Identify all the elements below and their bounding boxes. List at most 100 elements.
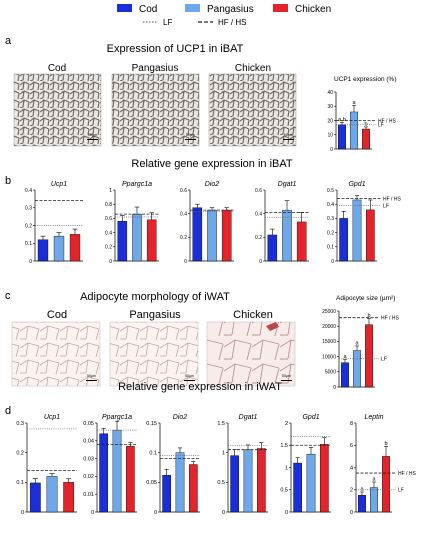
significance-letter: a bbox=[372, 476, 376, 482]
bar-cod bbox=[29, 482, 41, 513]
y-tick-label: 0.15 bbox=[146, 421, 157, 427]
significance-letter: a bbox=[355, 340, 359, 346]
chart-title: Ppargc1a bbox=[122, 181, 152, 188]
y-tick-label: 0.2 bbox=[25, 223, 32, 229]
bar-chicken bbox=[296, 221, 307, 262]
y-tick-label: 0.8 bbox=[105, 202, 112, 208]
y-tick-label: 1.5 bbox=[280, 443, 288, 449]
panel-title-c: Adipocyte morphology of iWAT bbox=[80, 291, 230, 303]
bar-pangasius bbox=[282, 209, 292, 262]
y-tick-label: 0 bbox=[350, 510, 353, 516]
bar-cod bbox=[358, 495, 366, 513]
y-tick-label: 0.2 bbox=[327, 230, 334, 236]
iwat-micrographs: Cod 50µm Pangasius 50µm Chicken 50µm bbox=[11, 309, 296, 387]
chart-title: Ucp1 bbox=[44, 414, 60, 421]
blood-vessel-stain bbox=[266, 322, 279, 331]
chart-title: Ppargc1a bbox=[102, 414, 132, 421]
legend-label-lf: LF bbox=[163, 18, 172, 27]
image-label-cod: Cod bbox=[47, 309, 67, 321]
scale-bar-label: 50µm bbox=[284, 133, 293, 137]
y-tick-label: 0.2 bbox=[255, 235, 262, 241]
chart-title: UCP1 expression (%) bbox=[334, 76, 397, 83]
micrograph-ibat-cod bbox=[13, 73, 102, 147]
ibat-micrographs: Cod 50µm Pangasius 50µm Chicken 50µm bbox=[13, 63, 297, 147]
scale-bar-label: 50µm bbox=[87, 374, 96, 378]
chart-d-dio2: Dio2 0 0.05 0.1 0.15 bbox=[146, 414, 200, 516]
image-label-chicken: Chicken bbox=[235, 63, 271, 74]
y-tick-label: 0.2 bbox=[105, 245, 112, 251]
panel-letter-d: d bbox=[5, 405, 11, 417]
bar-chicken bbox=[221, 209, 232, 262]
bar-pangasius bbox=[132, 213, 142, 262]
chart-title: Ucp1 bbox=[51, 181, 67, 188]
reference-line-label: LF bbox=[398, 488, 404, 494]
y-tick-label: 0.05 bbox=[83, 421, 94, 427]
chart-b-ucp1: Ucp1 0 0.1 0.2 0.3 0.4 bbox=[25, 181, 83, 265]
y-tick-label: 0.5 bbox=[280, 488, 288, 494]
y-tick-label: 0 bbox=[184, 259, 187, 265]
chart-title: Leptin bbox=[364, 414, 383, 421]
y-tick-label: 0.6 bbox=[180, 188, 187, 194]
reference-line-label: LF bbox=[381, 357, 387, 363]
bar-chicken bbox=[366, 209, 375, 262]
bar-chicken bbox=[125, 445, 135, 513]
y-tick-label: 5000 bbox=[325, 370, 336, 376]
scale-bar-label: 50µm bbox=[185, 374, 194, 378]
reference-line-label: HF / HS bbox=[383, 196, 401, 202]
y-tick-label: 20 bbox=[327, 118, 333, 124]
chart-d-leptin: Leptin 0 2 4 6 8 a a b HF / HS LF bbox=[350, 414, 417, 516]
chart-c-size: Adipocyte size (µm²) 0 5000 10000 15000 20000… bbox=[322, 295, 399, 391]
scale-bar bbox=[283, 139, 294, 140]
micrograph-iwat-cod bbox=[11, 321, 101, 387]
y-tick-label: 0 bbox=[222, 510, 225, 516]
significance-letter: b bbox=[384, 441, 387, 447]
chart-title: Dgat1 bbox=[278, 181, 297, 188]
bar-pangasius bbox=[46, 476, 58, 513]
chart-title: Dio2 bbox=[173, 414, 188, 421]
image-label-pangasius: Pangasius bbox=[129, 309, 181, 321]
bar-pangasius bbox=[370, 487, 378, 513]
y-tick-label: 0 bbox=[21, 510, 24, 516]
y-tick-label: 1 bbox=[222, 450, 225, 456]
y-tick-label: 0.6 bbox=[105, 216, 112, 222]
chart-d-ucp1: Ucp1 0 0.1 0.2 0.3 bbox=[16, 414, 77, 516]
y-tick-label: 0.3 bbox=[327, 216, 334, 222]
bar-cod bbox=[117, 221, 128, 262]
y-tick-label: 0.1 bbox=[25, 241, 32, 247]
bar-pangasius bbox=[306, 453, 316, 513]
y-tick-label: 25000 bbox=[322, 309, 336, 315]
y-tick-label: 1 bbox=[109, 188, 112, 194]
bar-pangasius bbox=[53, 235, 65, 262]
y-tick-label: 4 bbox=[350, 465, 353, 471]
reference-line-label: HF / HS bbox=[381, 315, 399, 321]
chart-b-ppargc1a: Ppargc1a 0 0.2 0.4 0.6 0.8 1 bbox=[105, 181, 159, 265]
y-tick-label: 6 bbox=[350, 443, 353, 449]
reference-line-label: HF / HS bbox=[378, 118, 396, 124]
y-tick-label: 10 bbox=[327, 133, 333, 139]
image-label-chicken: Chicken bbox=[233, 309, 273, 321]
panel-title-a: Expression of UCP1 in iBAT bbox=[107, 43, 244, 55]
y-tick-label: 0 bbox=[285, 510, 288, 516]
scale-bar-label: 50µm bbox=[186, 133, 195, 137]
bar-cod bbox=[293, 462, 302, 513]
y-tick-label: 0.6 bbox=[255, 188, 262, 194]
y-tick-label: 0 bbox=[29, 259, 32, 265]
y-tick-label: 2 bbox=[285, 421, 288, 427]
y-tick-label: 0 bbox=[259, 259, 262, 265]
legend-label-cod: Cod bbox=[139, 4, 157, 15]
y-tick-label: 30 bbox=[327, 104, 333, 110]
bar-cod bbox=[338, 124, 346, 150]
bar-pangasius bbox=[353, 350, 361, 388]
chart-b-dgat1: Dgat1 0 0.2 0.4 0.6 bbox=[255, 181, 309, 265]
bar-cod bbox=[162, 475, 172, 513]
bar-chicken bbox=[188, 464, 198, 513]
chart-d-dgat1: Dgat1 0 0.5 1 1.5 bbox=[217, 414, 268, 516]
panel-title-b: Relative gene expression in iBAT bbox=[131, 158, 292, 170]
y-tick-label: 0.2 bbox=[180, 235, 187, 241]
y-tick-label: 0 bbox=[109, 259, 112, 265]
bar-cod bbox=[267, 234, 278, 262]
bar-pangasius bbox=[243, 449, 253, 513]
y-tick-label: 0.02 bbox=[83, 474, 94, 480]
